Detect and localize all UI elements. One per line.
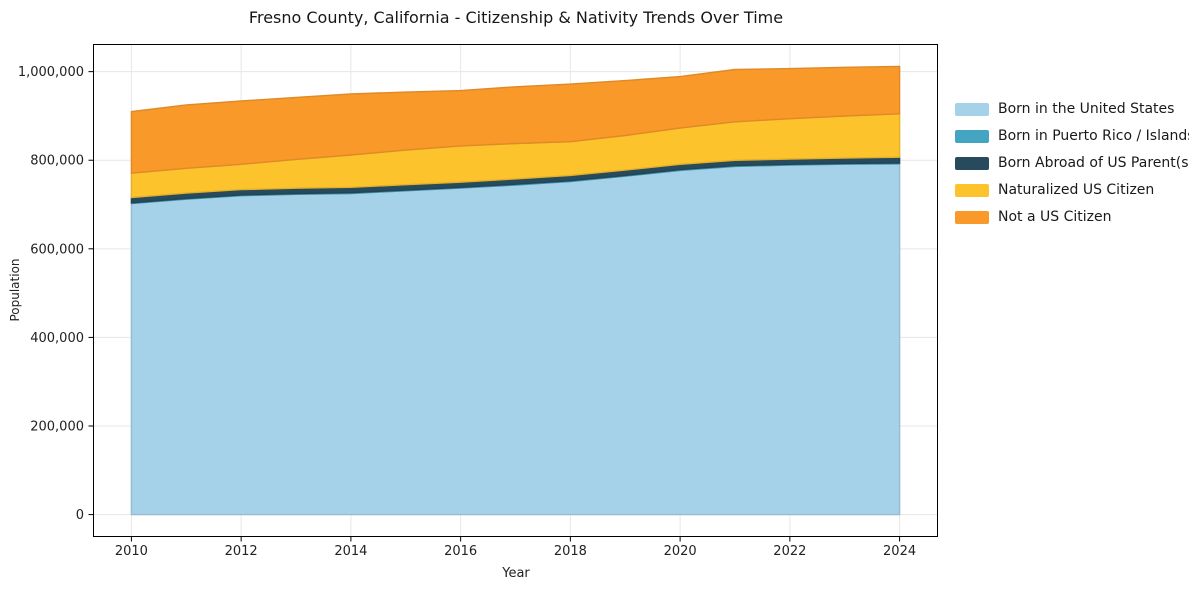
legend-item: Naturalized US Citizen — [955, 182, 1189, 198]
legend: Born in the United States Born in Puerto … — [955, 101, 1189, 225]
legend-item: Born in the United States — [955, 101, 1189, 117]
legend-label: Born in the United States — [998, 101, 1175, 117]
x-tick-label: 2016 — [444, 544, 477, 559]
x-tick-label: 2022 — [773, 544, 806, 559]
area-born-in-the-united-states — [130, 163, 901, 516]
y-tick-label: 200,000 — [30, 419, 84, 434]
legend-label: Born Abroad of US Parent(s) — [998, 155, 1189, 171]
y-tick-label: 600,000 — [30, 242, 84, 257]
legend-item: Born in Puerto Rico / Islands — [955, 128, 1189, 144]
y-tick-label: 1,000,000 — [18, 65, 84, 80]
legend-swatch — [955, 129, 989, 143]
area-not-a-us-citizen — [130, 65, 901, 174]
y-tick-label: 800,000 — [30, 154, 84, 169]
chart-title: Fresno County, California - Citizenship … — [248, 8, 784, 27]
x-axis-label: Year — [502, 566, 530, 581]
legend-swatch — [955, 210, 989, 224]
y-tick-label: 0 — [76, 508, 84, 523]
x-tick-label: 2010 — [115, 544, 148, 559]
x-tick-label: 2024 — [883, 544, 916, 559]
x-tick-label: 2020 — [664, 544, 697, 559]
y-tick-label: 400,000 — [30, 331, 84, 346]
axes-box — [93, 44, 938, 537]
legend-label: Naturalized US Citizen — [998, 182, 1155, 198]
legend-swatch — [955, 156, 989, 170]
legend-swatch — [955, 183, 989, 197]
legend-item: Not a US Citizen — [955, 209, 1189, 225]
legend-label: Not a US Citizen — [998, 209, 1112, 225]
legend-swatch — [955, 102, 989, 116]
legend-item: Born Abroad of US Parent(s) — [955, 155, 1189, 171]
x-tick-label: 2012 — [225, 544, 258, 559]
x-tick-label: 2014 — [334, 544, 367, 559]
legend-label: Born in Puerto Rico / Islands — [998, 128, 1189, 144]
x-tick-label: 2018 — [554, 544, 587, 559]
